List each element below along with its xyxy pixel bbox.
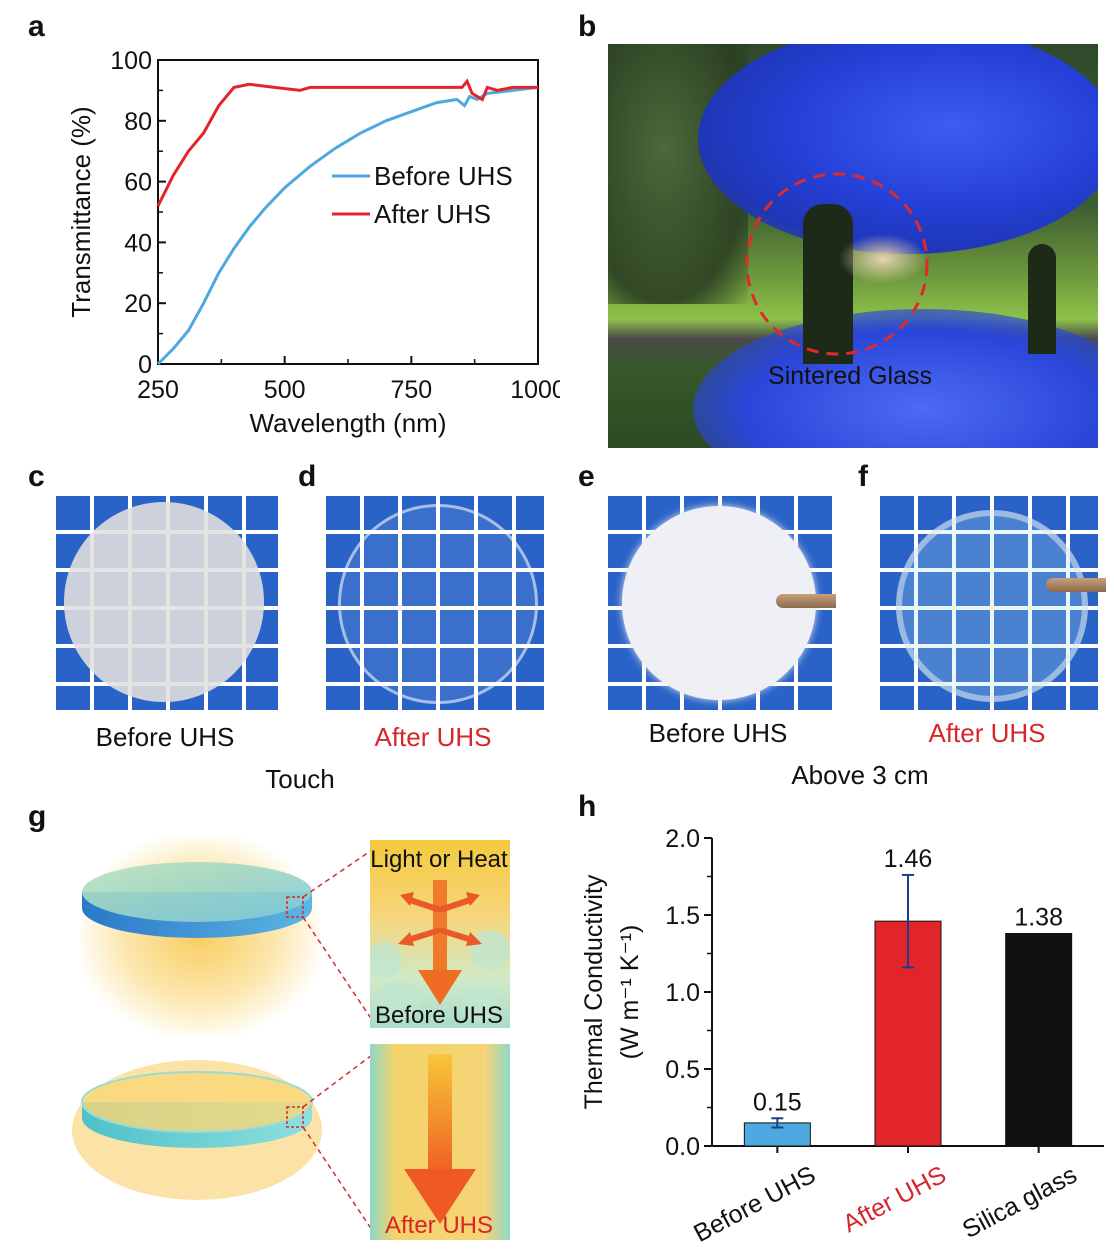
- y-tick-label: 20: [124, 290, 152, 318]
- x-category-label: Silica glass: [958, 1161, 1082, 1244]
- transmittance-chart: 0 20 40 60 80 100 250 500 750 1000 Wavelength (nm)…: [66, 47, 560, 438]
- y-tick-label: 60: [124, 169, 152, 197]
- panel-label-b: b: [578, 10, 597, 43]
- bar-3: [1005, 932, 1073, 1147]
- series-line-before-uhs: [156, 85, 539, 366]
- caption-d: After UHS: [374, 722, 492, 752]
- legend-label: After UHS: [374, 199, 491, 229]
- sintered-glass-photo: [608, 44, 1098, 448]
- panel-label-c: c: [28, 460, 45, 493]
- caption-touch: Touch: [265, 764, 335, 794]
- panel-label-e: e: [578, 460, 595, 493]
- y-tick-label: 0: [138, 351, 152, 379]
- caption-e: Before UHS: [648, 718, 788, 748]
- x-tick-label: 250: [137, 376, 179, 404]
- x-tick-label: 1000: [510, 376, 560, 404]
- y-tick-label: 2.0: [665, 825, 700, 853]
- inset-before: [370, 840, 510, 1028]
- y-tick-label: 1.5: [665, 902, 700, 930]
- panel-label-h: h: [578, 790, 597, 823]
- panel-label-g: g: [28, 800, 47, 833]
- sintered-glass-label: Sintered Glass: [768, 362, 932, 390]
- y-tick-label: 100: [110, 47, 152, 75]
- caption-f: After UHS: [928, 718, 1046, 748]
- caption-c: Before UHS: [95, 722, 235, 752]
- x-tick-label: 500: [264, 376, 306, 404]
- y-tick-label: 0.0: [665, 1133, 700, 1161]
- caption-above-3cm: Above 3 cm: [791, 760, 929, 790]
- panel-label-d: d: [298, 460, 317, 493]
- schematic-discs: [72, 849, 373, 1231]
- heat-straight-arrow: [404, 1054, 476, 1224]
- series-line-after-uhs: [156, 78, 538, 207]
- photo-d-after-touch: [322, 492, 544, 710]
- x-category-label: After UHS: [838, 1161, 951, 1239]
- legend-label: Before UHS: [374, 161, 513, 191]
- photo-c-before-touch: [52, 492, 278, 710]
- panel-label-a: a: [28, 10, 45, 43]
- bar-value-label: 1.38: [1014, 903, 1063, 931]
- y-axis-label: Transmittance (%): [66, 106, 96, 317]
- bar-value-label: 1.46: [884, 845, 933, 873]
- y-tick-label: 80: [124, 108, 152, 136]
- x-category-label: Before UHS: [689, 1161, 820, 1246]
- y-axis-label: Thermal Conductivity: [580, 874, 608, 1109]
- panel-label-f: f: [858, 460, 868, 493]
- photo-e-before-above: [604, 492, 836, 710]
- y-tick-label: 40: [124, 229, 152, 257]
- x-tick-label: 750: [390, 376, 432, 404]
- y-axis-units: (W m⁻¹ K⁻¹): [616, 925, 644, 1060]
- x-axis-label: Wavelength (nm): [250, 408, 447, 438]
- before-uhs-inset-label: Before UHS: [374, 1002, 504, 1029]
- y-tick-label: 1.0: [665, 979, 700, 1007]
- inset-after: [370, 1044, 510, 1240]
- heat-scatter-arrows: [370, 880, 510, 1023]
- after-uhs-inset-label: After UHS: [384, 1212, 494, 1239]
- photo-f-after-above: [876, 492, 1106, 710]
- bar-value-label: 0.15: [753, 1088, 802, 1116]
- y-tick-label: 0.5: [665, 1056, 700, 1084]
- light-or-heat-label: Light or Heat: [370, 846, 508, 873]
- thermal-conductivity-chart: 0.0 0.5 1.0 1.5 2.0 Thermal Conductivity (W m⁻…: [580, 825, 1104, 1246]
